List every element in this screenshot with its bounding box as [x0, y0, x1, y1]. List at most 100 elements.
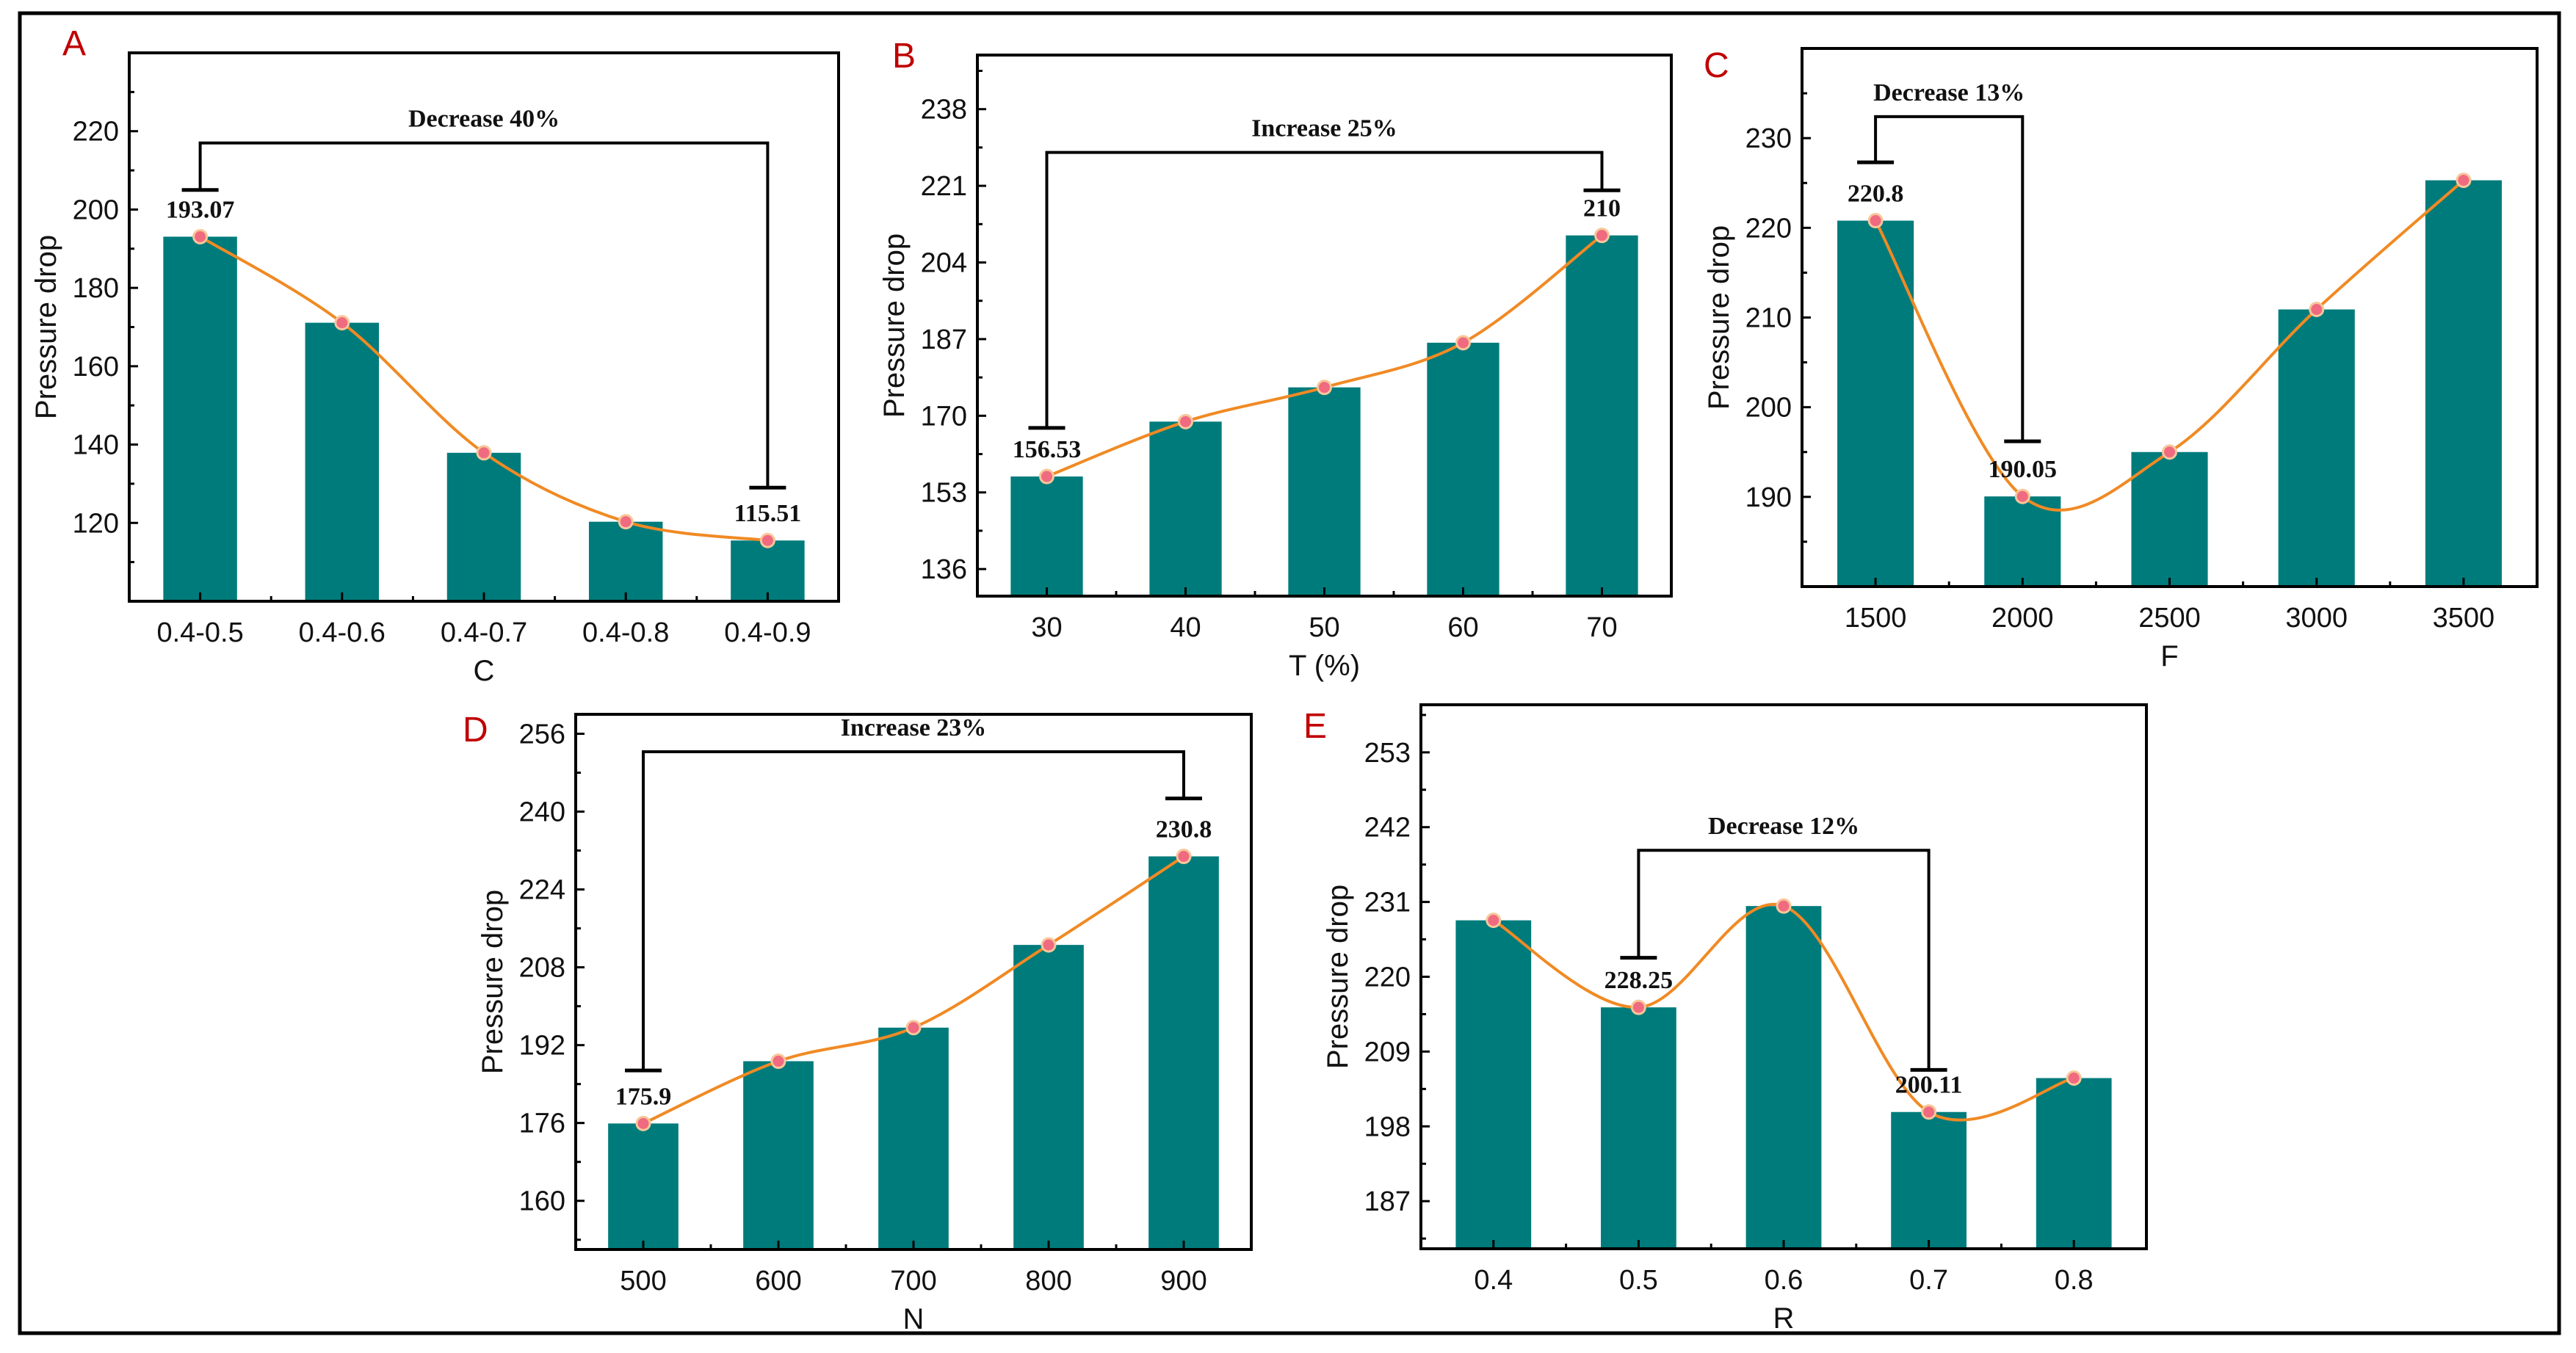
- bar: [1745, 906, 1822, 1249]
- data-label: 200.11: [1895, 1072, 1963, 1099]
- x-axis-title: T (%): [1289, 650, 1360, 682]
- x-tick-label: 0.4-0.8: [582, 617, 669, 648]
- panel-label: D: [463, 711, 488, 750]
- bar: [1837, 220, 1914, 587]
- y-axis-title: Pressure drop: [477, 890, 509, 1074]
- data-label: 230.8: [1156, 816, 1212, 844]
- x-tick-label: 3500: [2433, 603, 2495, 634]
- data-label: 190.05: [1989, 456, 2058, 483]
- x-tick-label: 500: [620, 1266, 666, 1296]
- data-point-marker: [1455, 335, 1471, 351]
- panel-b: B 136 153 170 187 204 221 238 30 40 50 60 70 T (%) Pre…: [878, 37, 1673, 682]
- outer-border: [18, 11, 2561, 1335]
- y-tick-label: 220: [73, 117, 119, 148]
- data-point-marker: [1041, 937, 1057, 953]
- bracket-label: Decrease 40%: [408, 106, 560, 133]
- x-tick-label: 0.7: [1909, 1265, 1948, 1296]
- panel-label: B: [892, 37, 916, 76]
- panel-label: A: [62, 24, 86, 63]
- bar: [1984, 496, 2061, 587]
- data-point-marker: [1776, 898, 1792, 914]
- x-tick-label: 0.4-0.6: [299, 617, 386, 648]
- bar: [446, 452, 521, 601]
- trend-curve: [1874, 179, 2465, 512]
- data-point-marker: [1594, 228, 1610, 244]
- data-label: 175.9: [615, 1083, 672, 1110]
- data-point-marker: [1178, 413, 1193, 429]
- bar: [2278, 309, 2355, 587]
- data-point-marker: [476, 445, 492, 461]
- y-tick-label: 160: [73, 352, 119, 382]
- data-point-marker: [2456, 173, 2472, 189]
- bar: [1288, 387, 1361, 596]
- y-tick-label: 120: [73, 508, 119, 539]
- x-tick-label: 60: [1447, 612, 1478, 643]
- data-point-marker: [1486, 913, 1502, 929]
- data-label: 210: [1583, 195, 1621, 222]
- y-tick-label: 220: [1745, 213, 1792, 244]
- bracket-label: Decrease 12%: [1708, 813, 1859, 840]
- x-axis-title: F: [2160, 640, 2178, 672]
- x-tick-label: 50: [1309, 612, 1339, 643]
- y-tick-label: 187: [921, 324, 967, 355]
- bar: [2036, 1078, 2112, 1249]
- x-tick-label: 0.4: [1474, 1265, 1513, 1296]
- y-tick-label: 153: [921, 478, 967, 509]
- data-point-marker: [1039, 468, 1054, 485]
- data-point-marker: [635, 1115, 651, 1131]
- y-tick-label: 208: [519, 953, 565, 984]
- data-point-marker: [334, 315, 350, 331]
- y-tick-label: 220: [1364, 962, 1411, 993]
- panel-e: E 187 198 209 220 231 242 253 0.4 0.5 0.6 0.7 0.8 R Pr…: [1303, 703, 2148, 1335]
- data-point-marker: [770, 1053, 786, 1070]
- bar: [163, 236, 237, 601]
- x-tick-label: 2000: [1991, 603, 2054, 634]
- y-tick-label: 231: [1364, 888, 1411, 918]
- panel-label: C: [1704, 46, 1729, 85]
- y-tick-label: 253: [1364, 738, 1411, 769]
- y-tick-label: 240: [519, 797, 565, 828]
- bar: [743, 1061, 814, 1249]
- y-tick-label: 256: [519, 719, 565, 750]
- data-point-marker: [759, 532, 775, 548]
- data-label: 193.07: [166, 196, 235, 223]
- panel-c: C 190 200 210 220 230 1500 2000 2500 3000 3500 F Pre…: [1703, 46, 2539, 672]
- y-tick-label: 140: [73, 430, 119, 461]
- data-point-marker: [1630, 999, 1646, 1015]
- x-tick-label: 0.4-0.7: [441, 617, 527, 648]
- y-tick-label: 190: [1745, 482, 1792, 513]
- y-axis-title: Pressure drop: [878, 233, 911, 418]
- data-point-marker: [618, 514, 634, 530]
- data-point-marker: [2162, 444, 2177, 460]
- bar: [1148, 856, 1219, 1249]
- x-tick-label: 0.6: [1765, 1265, 1803, 1296]
- bar: [731, 540, 805, 601]
- y-tick-label: 200: [73, 195, 119, 225]
- data-point-marker: [1317, 380, 1332, 396]
- x-tick-label: 70: [1586, 612, 1617, 643]
- y-tick-label: 192: [519, 1031, 565, 1062]
- data-label: 115.51: [734, 500, 802, 527]
- data-label: 228.25: [1604, 967, 1674, 994]
- x-tick-label: 800: [1025, 1266, 1071, 1296]
- bar: [1013, 945, 1084, 1249]
- bar: [608, 1123, 679, 1249]
- x-tick-label: 700: [890, 1266, 936, 1296]
- data-point-marker: [2014, 488, 2030, 504]
- data-label: 156.53: [1013, 436, 1082, 463]
- y-tick-label: 210: [1745, 303, 1792, 334]
- bar: [588, 521, 663, 601]
- x-tick-label: 900: [1160, 1266, 1206, 1296]
- x-axis-title: N: [903, 1303, 925, 1335]
- y-tick-label: 180: [73, 273, 119, 304]
- bar: [1891, 1111, 1967, 1249]
- y-tick-label: 187: [1364, 1186, 1411, 1217]
- panel-d: D 160 176 192 208 224 240 256 500 600 700 800 900 N Pr…: [463, 711, 1253, 1335]
- y-tick-label: 198: [1364, 1111, 1411, 1142]
- bar: [1149, 421, 1222, 596]
- data-point-marker: [905, 1020, 922, 1036]
- y-tick-label: 160: [519, 1186, 565, 1217]
- data-point-marker: [1921, 1104, 1937, 1120]
